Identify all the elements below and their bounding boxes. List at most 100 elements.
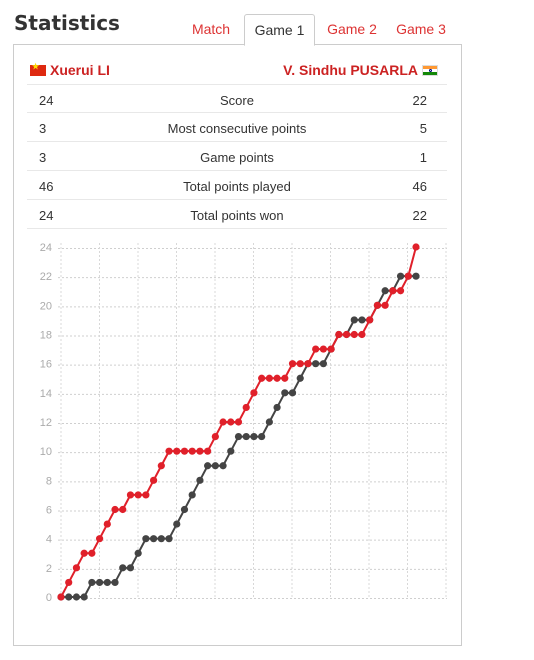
data-point — [72, 593, 81, 601]
data-point — [142, 535, 150, 543]
data-point — [219, 418, 227, 426]
player-left: Xuerui LI — [30, 62, 110, 78]
y-tick-label: 4 — [46, 534, 52, 546]
data-point — [358, 316, 366, 324]
data-point — [412, 272, 420, 280]
data-point — [180, 505, 189, 514]
data-point — [72, 564, 81, 572]
data-point — [396, 272, 405, 280]
stat-label: Most consecutive points — [167, 121, 307, 136]
data-point — [180, 447, 189, 455]
stat-left-value: 24 — [39, 93, 54, 108]
stat-left-value: 3 — [39, 150, 47, 165]
y-tick-label: 14 — [40, 388, 52, 400]
data-point — [258, 432, 266, 441]
data-point — [366, 316, 374, 324]
stat-row-points-played: 46 Total points played 46 — [27, 171, 447, 200]
data-point — [227, 447, 235, 455]
stat-right-value: 1 — [419, 150, 427, 165]
data-point — [412, 243, 420, 251]
tab-game-3[interactable]: Game 3 — [396, 21, 446, 37]
china-flag-icon — [30, 62, 46, 76]
data-point — [111, 578, 119, 587]
data-point — [188, 491, 196, 499]
page-title: Statistics — [14, 11, 120, 35]
y-tick-label: 2 — [46, 563, 52, 575]
data-point — [103, 578, 111, 587]
data-point — [327, 345, 335, 353]
player-right: V. Sindhu PUSARLA — [283, 62, 438, 78]
data-point — [173, 447, 181, 455]
data-point — [119, 505, 127, 514]
y-tick-label: 18 — [40, 330, 52, 342]
data-point — [204, 462, 212, 470]
data-point — [134, 549, 142, 557]
tab-game-1[interactable]: Game 1 — [244, 14, 315, 46]
stat-label: Score — [220, 93, 254, 108]
y-tick-label: 8 — [46, 475, 52, 487]
stat-row-points-won: 24 Total points won 22 — [27, 200, 447, 229]
data-point — [188, 447, 196, 455]
y-tick-label: 10 — [40, 446, 52, 458]
data-point — [389, 287, 397, 295]
data-point — [319, 360, 327, 368]
stat-left-value: 3 — [39, 121, 47, 136]
data-point — [150, 476, 158, 484]
data-point — [358, 330, 366, 339]
data-point — [381, 301, 389, 309]
stat-right-value: 22 — [412, 208, 427, 223]
data-point — [126, 491, 135, 499]
y-tick-label: 22 — [40, 271, 52, 283]
data-point — [350, 316, 358, 324]
data-point — [265, 374, 273, 382]
y-tick-label: 20 — [40, 300, 52, 312]
data-point — [404, 272, 412, 280]
y-tick-label: 0 — [46, 592, 52, 604]
data-point — [304, 360, 312, 368]
stat-row-score: 24 Score 22 — [27, 84, 447, 113]
data-point — [103, 520, 111, 528]
stat-label: Total points played — [183, 179, 291, 194]
tab-game-2[interactable]: Game 2 — [327, 21, 377, 37]
player-left-name: Xuerui LI — [50, 62, 110, 78]
stat-right-value: 5 — [419, 121, 427, 136]
data-point — [250, 389, 258, 397]
data-point — [157, 462, 165, 470]
stat-label: Game points — [200, 150, 274, 165]
data-point — [80, 549, 88, 557]
data-point — [335, 330, 343, 339]
data-point — [95, 578, 104, 587]
player-right-name: V. Sindhu PUSARLA — [283, 62, 418, 78]
statistics-panel — [13, 44, 462, 646]
data-point — [165, 447, 173, 455]
data-point — [80, 593, 88, 601]
data-point — [312, 360, 320, 368]
data-point — [196, 447, 204, 455]
data-point — [258, 374, 266, 382]
data-point — [134, 491, 142, 499]
data-point — [288, 389, 297, 397]
data-point — [234, 432, 243, 441]
data-point — [227, 418, 235, 426]
players-header: Xuerui LI V. Sindhu PUSARLA — [30, 62, 438, 82]
data-point — [204, 447, 212, 455]
data-point — [219, 462, 227, 470]
stat-row-consecutive: 3 Most consecutive points 5 — [27, 113, 447, 142]
data-point — [211, 462, 219, 470]
stat-row-game-points: 3 Game points 1 — [27, 142, 447, 171]
data-point — [296, 374, 304, 382]
data-point — [111, 505, 119, 514]
data-point — [312, 345, 320, 353]
data-point — [242, 403, 250, 412]
data-point — [57, 593, 65, 601]
data-point — [165, 535, 173, 543]
data-point — [273, 374, 281, 382]
data-point — [88, 549, 96, 557]
data-point — [234, 418, 243, 426]
india-flag-icon — [422, 64, 438, 76]
stat-right-value: 46 — [412, 179, 427, 194]
data-point — [342, 330, 351, 339]
data-point — [142, 491, 150, 499]
tab-match[interactable]: Match — [191, 21, 231, 37]
